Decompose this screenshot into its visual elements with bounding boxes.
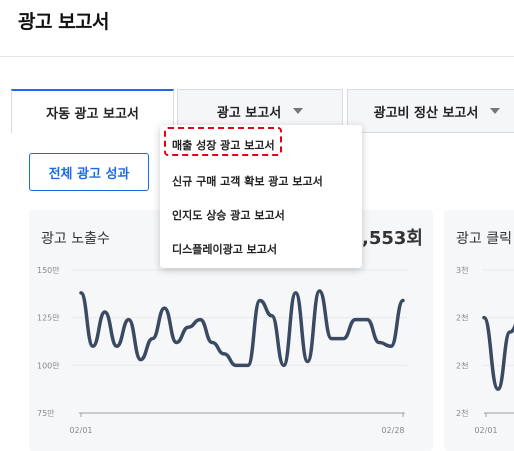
chevron-down-icon bbox=[490, 108, 501, 114]
impressions-chart: 150만 125만 100만 75만 02/01 02/28 bbox=[37, 266, 407, 435]
card-value: 9,553회 bbox=[349, 228, 424, 249]
x-tick-label: 02/01 bbox=[474, 426, 497, 435]
page-title: 광고 보고서 bbox=[18, 11, 110, 33]
tab-auto-ad-report[interactable]: 자동 광고 보고서 bbox=[11, 89, 174, 133]
chevron-down-icon bbox=[293, 108, 304, 114]
y-tick-label: 2천 bbox=[456, 408, 468, 418]
menu-item-display-ad-report[interactable]: 디스플레이광고 보고서 bbox=[172, 243, 278, 256]
clicks-card: 광고 클릭 3천 2천 2천 2천 02/01 bbox=[444, 210, 514, 451]
card-title: 광고 노출수 bbox=[41, 231, 110, 247]
x-tick-label: 02/28 bbox=[381, 426, 404, 435]
y-tick-label: 75만 bbox=[37, 409, 55, 418]
y-tick-label: 100만 bbox=[37, 361, 60, 370]
y-tick-label: 3천 bbox=[456, 265, 468, 275]
y-tick-label: 2천 bbox=[456, 313, 468, 323]
tab-ad-cost-settlement-report[interactable]: 광고비 정산 보고서 bbox=[347, 89, 514, 133]
clicks-chart: 3천 2천 2천 2천 02/01 bbox=[456, 265, 514, 435]
y-tick-label: 2천 bbox=[456, 360, 468, 370]
overall-ad-performance-button[interactable]: 전체 광고 성과 bbox=[29, 153, 149, 191]
tab-label: 광고비 정산 보고서 bbox=[373, 105, 479, 121]
menu-item-awareness-report[interactable]: 인지도 상승 광고 보고서 bbox=[172, 209, 285, 222]
x-tick-label: 02/01 bbox=[69, 426, 92, 435]
title-divider bbox=[0, 56, 514, 57]
menu-item-new-customer-report[interactable]: 신규 구매 고객 확보 광고 보고서 bbox=[172, 175, 323, 188]
tab-label: 자동 광고 보고서 bbox=[46, 106, 139, 122]
card-title: 광고 클릭 bbox=[456, 231, 512, 247]
ad-report-dropdown-menu: 매출 성장 광고 보고서 신규 구매 고객 확보 광고 보고서 인지도 상승 광… bbox=[160, 125, 362, 268]
clicks-series-line bbox=[482, 315, 514, 391]
y-tick-label: 125만 bbox=[37, 314, 60, 323]
y-tick-label: 150만 bbox=[37, 266, 60, 275]
highlight-box bbox=[164, 127, 282, 156]
tab-label: 광고 보고서 bbox=[216, 105, 282, 121]
impressions-series-line bbox=[79, 289, 405, 368]
impressions-card: 광고 노출수 9,553회 150만 125만 100만 75만 02/01 02/28 bbox=[29, 210, 433, 451]
menu-item-sales-growth-report[interactable]: 매출 성장 광고 보고서 bbox=[172, 139, 275, 152]
